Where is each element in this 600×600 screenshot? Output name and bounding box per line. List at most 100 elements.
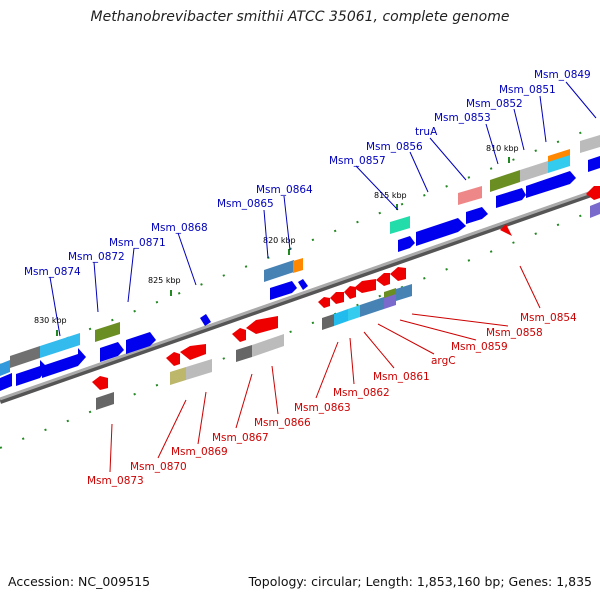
genome-backbone-shadow: [0, 188, 600, 404]
reverse-domain-blocks: [96, 284, 412, 410]
gene-arrow: [390, 267, 406, 281]
gene-arrow: [344, 286, 356, 299]
gene-arrow: [588, 156, 600, 172]
gene-arrow: [270, 281, 297, 300]
gene-block: [96, 392, 114, 410]
label-leader: [197, 391, 207, 445]
gene-arrow: [496, 188, 526, 208]
gene-block: [322, 314, 334, 330]
gene-block: [170, 367, 186, 385]
label-leader: [127, 247, 135, 303]
label-leader: [539, 95, 547, 143]
gene-block: [10, 346, 40, 368]
gene-block: [580, 135, 600, 153]
gene-label-msm-0859: Msm_0859: [451, 341, 508, 353]
gene-label-msm-0854: Msm_0854: [520, 312, 577, 324]
gene-block: [40, 333, 80, 358]
gene-block: [348, 305, 360, 321]
gene-label-msm-0852: Msm_0852: [466, 98, 523, 110]
label-leader: [355, 165, 399, 211]
gene-arrow: [354, 279, 376, 293]
gene-arrow: [0, 373, 12, 391]
gene-label-argc: argC: [431, 355, 456, 367]
scale-tick-mark: [396, 204, 398, 210]
scale-ticks: 810 kbp 815 kbp 820 kbp 825 kbp 830 kbp: [34, 144, 519, 336]
label-leader: [93, 261, 99, 313]
label-leader: [519, 265, 541, 309]
gene-label-msm-0864: Msm_0864: [256, 184, 313, 196]
gene-arrow: [416, 218, 466, 246]
bottom-labels: [109, 265, 541, 473]
gene-block: [186, 359, 212, 380]
gene-arrow: [318, 297, 330, 308]
bottom-label-texts: Msm_0854 Msm_0858 Msm_0859 argC Msm_0861…: [87, 312, 577, 487]
gene-label-msm-0858: Msm_0858: [486, 327, 543, 339]
gene-block: [264, 260, 294, 282]
gene-block: [360, 297, 384, 317]
gene-block: [0, 360, 10, 376]
forward-strand-genes: [0, 156, 600, 391]
label-leader: [315, 341, 339, 399]
gene-block: [390, 216, 410, 234]
gene-arrow: [590, 202, 600, 218]
scale-tick-mark: [56, 330, 58, 336]
scale-tick-mark: [170, 290, 172, 296]
gene-label-msm-0849: Msm_0849: [534, 69, 591, 81]
gene-label-msm-0869: Msm_0869: [171, 446, 228, 458]
gene-block: [95, 322, 120, 342]
scale-tick-label: 820 kbp: [263, 236, 296, 245]
scale-tick-mark: [288, 249, 290, 255]
gene-arrow: [100, 342, 124, 362]
label-leader: [157, 399, 187, 459]
label-leader: [235, 373, 253, 429]
gene-arrow: [92, 376, 108, 390]
reverse-strand-genes: [92, 186, 600, 390]
label-leader: [271, 365, 279, 415]
gene-block: [490, 170, 520, 192]
gene-block: [252, 334, 284, 357]
gene-label-msm-0872: Msm_0872: [68, 251, 125, 263]
label-leader: [283, 195, 291, 251]
gene-label-trua: truA: [415, 126, 438, 138]
gene-arrow: [166, 352, 180, 366]
map-title: Methanobrevibacter smithii ATCC 35061, c…: [90, 9, 510, 25]
gene-label-msm-0863: Msm_0863: [294, 402, 351, 414]
gene-arrow: [200, 314, 211, 326]
label-leader: [349, 337, 355, 385]
gene-arrow: [466, 207, 488, 224]
gene-block: [334, 309, 348, 326]
gene-arrow: [180, 344, 206, 360]
label-leader: [429, 137, 467, 181]
label-leader: [109, 423, 113, 473]
gene-arrow: [526, 171, 576, 198]
gene-block: [384, 288, 396, 298]
gene-arrow: [586, 186, 600, 200]
gene-label-msm-0851: Msm_0851: [499, 84, 556, 96]
gene-arrow: [376, 273, 390, 286]
gene-label-msm-0856: Msm_0856: [366, 141, 423, 153]
scale-tick-label: 825 kbp: [148, 276, 181, 285]
gene-label-msm-0871: Msm_0871: [109, 237, 166, 249]
label-leader: [399, 319, 477, 341]
accession-text: Accession: NC_009515: [8, 574, 151, 589]
scale-tick-label: 830 kbp: [34, 316, 67, 325]
label-leader: [409, 151, 429, 193]
genome-backbone: [0, 187, 600, 401]
gene-arrow: [298, 279, 308, 290]
gene-block: [458, 186, 482, 205]
scale-tick-mark: [508, 157, 510, 163]
gene-block: [548, 154, 570, 173]
gene-arrow: [246, 316, 278, 334]
gene-block: [293, 258, 303, 273]
gene-arrow: [16, 360, 48, 386]
gene-label-msm-0853: Msm_0853: [434, 112, 491, 124]
label-leader: [363, 331, 395, 369]
label-leader: [513, 108, 525, 151]
gene-label-msm-0865: Msm_0865: [217, 198, 274, 210]
gene-label-msm-0857: Msm_0857: [329, 155, 386, 167]
gene-block: [236, 345, 252, 362]
gene-block: [548, 149, 570, 162]
gene-block: [520, 161, 548, 182]
gene-arrow: [330, 292, 344, 304]
